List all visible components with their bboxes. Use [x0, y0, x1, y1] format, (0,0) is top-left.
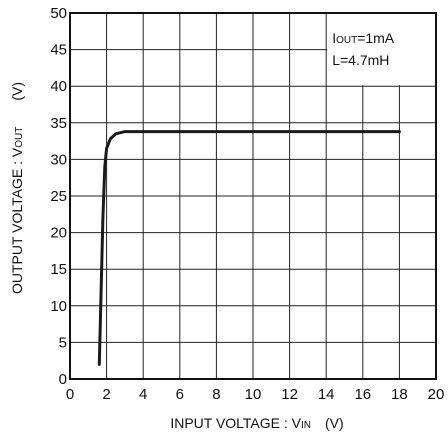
- x-axis-label-unit: (V): [325, 415, 344, 431]
- x-axis-label: INPUT VOLTAGE : VIN (V): [170, 415, 343, 431]
- x-tick-label: 6: [176, 386, 184, 403]
- y-tick-label: 5: [59, 334, 67, 351]
- annotation-load-current-value: =1mA: [357, 30, 395, 46]
- y-axis-label-main: OUTPUT VOLTAGE : V: [9, 147, 25, 294]
- series-layer: [99, 132, 399, 365]
- x-tick-labels: 0 2 4 6 8 10 12 14 16 18 20: [66, 386, 445, 403]
- y-tick-label: 35: [50, 115, 67, 132]
- y-tick-label: 15: [50, 261, 67, 278]
- y-tick-label: 45: [50, 42, 67, 59]
- x-axis-label-sub: IN: [301, 420, 311, 431]
- y-tick-labels: 0 5 10 15 20 25 30 35 40 45 50: [50, 5, 67, 388]
- y-tick-label: 25: [50, 188, 67, 205]
- x-tick-label: 2: [102, 386, 110, 403]
- y-axis-label: OUTPUT VOLTAGE : VOUT (V): [9, 82, 25, 294]
- annotation-box: [327, 14, 435, 85]
- y-tick-label: 10: [50, 298, 67, 315]
- y-axis-label-unit: (V): [9, 82, 25, 101]
- x-tick-label: 0: [66, 386, 74, 403]
- y-tick-label: 50: [50, 5, 67, 22]
- x-tick-label: 16: [354, 386, 371, 403]
- x-tick-label: 14: [318, 386, 335, 403]
- x-axis-label-main: INPUT VOLTAGE : V: [170, 415, 301, 431]
- annotation-inductance-value: =4.7mH: [340, 52, 389, 68]
- y-tick-label: 0: [59, 371, 67, 388]
- x-tick-label: 12: [281, 386, 298, 403]
- series-line: [99, 132, 399, 365]
- y-tick-label: 20: [50, 225, 67, 242]
- x-tick-label: 10: [245, 386, 262, 403]
- x-tick-label: 8: [212, 386, 220, 403]
- y-tick-label: 40: [50, 78, 67, 95]
- x-tick-label: 20: [428, 386, 445, 403]
- x-tick-label: 18: [391, 386, 408, 403]
- y-tick-label: 30: [50, 151, 67, 168]
- x-tick-label: 4: [139, 386, 147, 403]
- y-axis-label-sub: OUT: [14, 127, 25, 148]
- annotation-inductance: L=4.7mH: [332, 52, 389, 68]
- annotation-load-current-sub: OUT: [336, 35, 357, 46]
